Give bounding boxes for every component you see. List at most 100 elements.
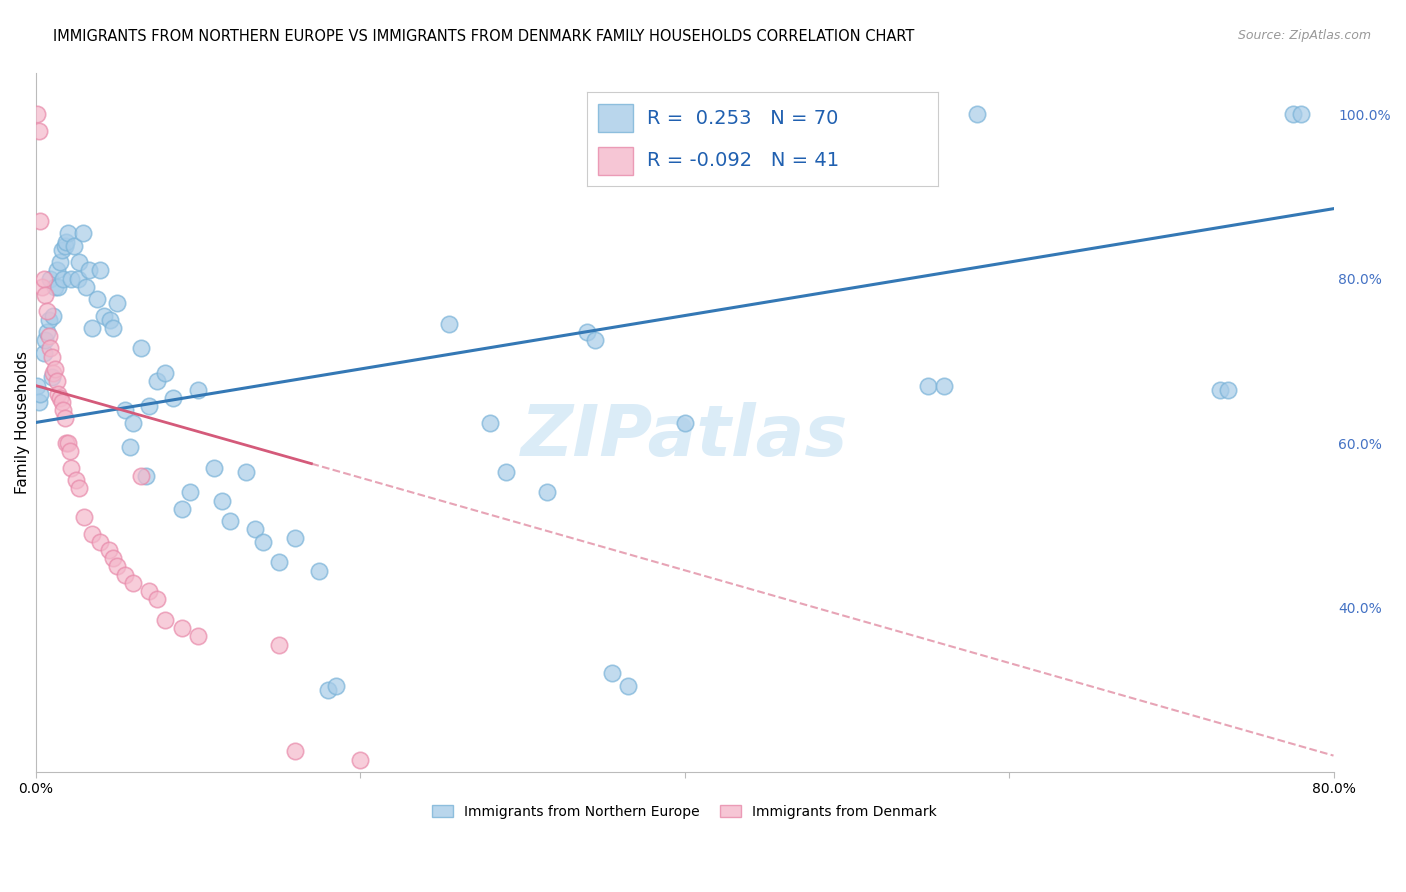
Point [122, 575, 145, 590]
Point [105, 559, 128, 574]
Point [38, 312, 60, 326]
Point [30, 214, 52, 228]
Point [97, 543, 120, 558]
Point [129, 342, 152, 356]
Point [118, 440, 141, 454]
Point [41, 350, 63, 364]
Point [32, 345, 55, 359]
Point [267, 555, 290, 569]
Point [439, 317, 461, 331]
Text: Source: ZipAtlas.com: Source: ZipAtlas.com [1237, 29, 1371, 43]
Point [146, 592, 169, 607]
Point [93, 309, 115, 323]
Point [235, 465, 257, 479]
Point [52, 271, 75, 285]
Point [44, 280, 66, 294]
Y-axis label: Family Households: Family Households [15, 351, 30, 494]
Point [495, 465, 517, 479]
Point [325, 679, 347, 693]
Point [53, 238, 76, 252]
Point [45, 263, 67, 277]
Point [75, 280, 97, 294]
Point [49, 255, 72, 269]
Point [86, 292, 108, 306]
Point [1216, 383, 1239, 397]
Point [202, 460, 225, 475]
Point [114, 567, 136, 582]
Point [49, 391, 72, 405]
Point [103, 551, 125, 566]
Point [138, 584, 160, 599]
Point [1209, 383, 1232, 397]
Point [576, 325, 599, 339]
Point [35, 304, 58, 318]
Point [284, 531, 307, 545]
Point [966, 107, 988, 121]
Point [267, 638, 290, 652]
Point [932, 378, 955, 392]
Point [583, 333, 606, 347]
Point [252, 534, 274, 549]
Point [89, 534, 111, 549]
Point [51, 395, 73, 409]
Point [105, 296, 128, 310]
Point [917, 378, 939, 392]
Point [170, 501, 193, 516]
Point [138, 399, 160, 413]
Point [187, 629, 209, 643]
Point [243, 523, 266, 537]
Point [170, 621, 193, 635]
Point [114, 403, 136, 417]
Point [66, 271, 89, 285]
Point [38, 329, 60, 343]
Point [39, 271, 62, 285]
Point [67, 481, 90, 495]
Point [103, 321, 125, 335]
Point [67, 255, 90, 269]
Point [28, 395, 51, 409]
Point [51, 243, 73, 257]
Point [179, 485, 201, 500]
Point [219, 514, 242, 528]
Point [31, 280, 53, 294]
Point [536, 485, 558, 500]
Text: ZIPatlas: ZIPatlas [520, 402, 848, 471]
Point [284, 744, 307, 758]
Point [35, 325, 58, 339]
Point [308, 564, 330, 578]
Point [56, 436, 79, 450]
Point [39, 342, 62, 356]
Point [63, 238, 86, 252]
Point [600, 666, 623, 681]
Point [155, 613, 177, 627]
Point [73, 510, 96, 524]
Point [349, 753, 371, 767]
Point [82, 526, 104, 541]
Point [42, 366, 65, 380]
Point [65, 473, 87, 487]
Point [52, 403, 75, 417]
Point [44, 362, 66, 376]
Text: IMMIGRANTS FROM NORTHERN EUROPE VS IMMIGRANTS FROM DENMARK FAMILY HOUSEHOLDS COR: IMMIGRANTS FROM NORTHERN EUROPE VS IMMIG… [53, 29, 915, 45]
Point [162, 391, 184, 405]
Point [46, 280, 69, 294]
Point [1282, 107, 1305, 121]
Point [673, 416, 696, 430]
Point [34, 333, 56, 347]
Point [60, 460, 83, 475]
Point [25, 107, 48, 121]
Point [46, 386, 69, 401]
Point [25, 378, 48, 392]
Point [72, 227, 94, 241]
Point [187, 383, 209, 397]
Point [98, 312, 121, 326]
Point [616, 679, 638, 693]
Point [155, 366, 177, 380]
Point [30, 386, 52, 401]
Point [53, 411, 76, 425]
Point [129, 469, 152, 483]
Legend: Immigrants from Northern Europe, Immigrants from Denmark: Immigrants from Northern Europe, Immigra… [426, 799, 942, 824]
Point [135, 469, 157, 483]
Point [316, 682, 339, 697]
Point [56, 227, 79, 241]
